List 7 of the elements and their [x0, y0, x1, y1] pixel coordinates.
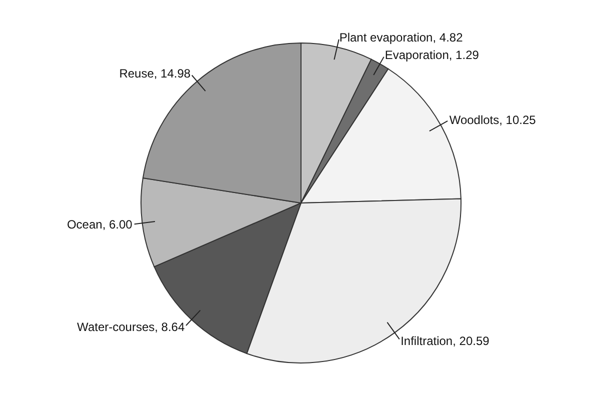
slice-label: Infiltration, 20.59 — [400, 334, 490, 348]
slice-label: Evaporation, 1.29 — [384, 48, 480, 62]
slice-label: Water-courses, 8.64 — [77, 320, 185, 334]
slice-label: Woodlots, 10.25 — [449, 112, 536, 127]
slice-label: Ocean, 6.00 — [66, 217, 133, 232]
slice-label: Plant evaporation, 4.82 — [339, 30, 464, 44]
slice-label: Reuse, 14.98 — [119, 66, 191, 81]
